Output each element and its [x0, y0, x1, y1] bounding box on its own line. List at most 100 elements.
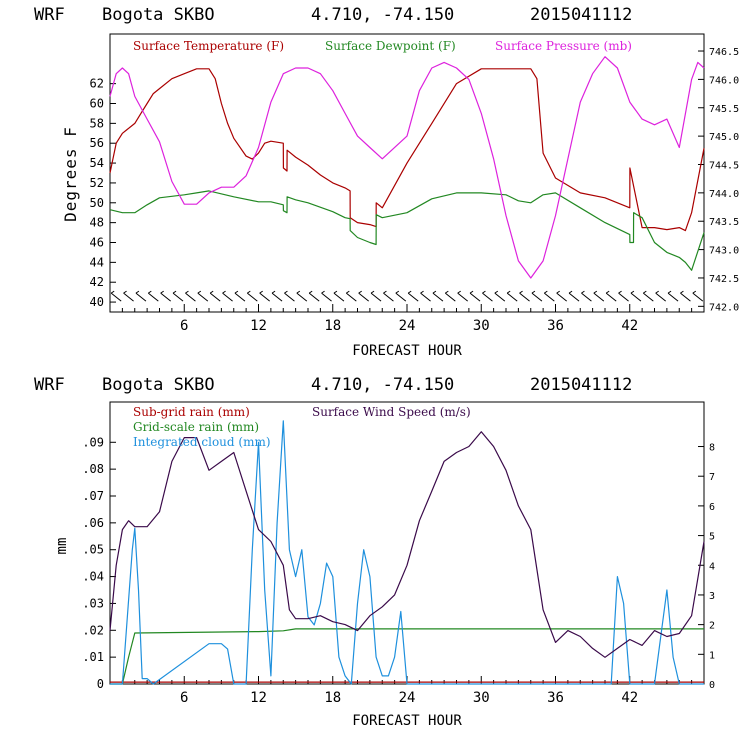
legend-surface-pressure: Surface Pressure (mb): [495, 39, 632, 53]
wind-barb-flag: [643, 290, 647, 294]
wind-barb: [160, 292, 171, 302]
wind-barb-flag: [655, 290, 659, 294]
y-tick-label: 46: [90, 236, 104, 250]
wind-barb-flag: [469, 290, 474, 294]
wind-barb: [531, 292, 543, 302]
wind-barb-flag: [506, 290, 511, 294]
legend-subgrid-rain: Sub-grid rain (mm): [133, 405, 250, 419]
wind-barb: [420, 292, 431, 302]
y2-tick-label: 4: [709, 561, 715, 572]
wind-barb-flag: [445, 290, 449, 294]
wind-barb: [593, 292, 605, 302]
wind-barb: [370, 292, 382, 302]
wind-barb: [284, 292, 295, 302]
wind-barb: [494, 292, 506, 302]
legend-gridscale-rain: Grid-scale rain (mm): [133, 420, 259, 434]
legend-surface-temperature: Surface Temperature (F): [133, 39, 284, 53]
wind-barb-flag: [247, 290, 251, 294]
y-tick-label: 42: [90, 275, 104, 289]
wind-barb: [148, 292, 159, 302]
series-line-surface-temperature-f: [109, 68, 705, 232]
wind-barb: [234, 292, 246, 302]
wind-barb-flag: [222, 290, 226, 294]
wind-barb-flag: [407, 290, 412, 294]
y-tick-label: 58: [90, 116, 104, 130]
wind-barb-flag: [593, 290, 598, 294]
wind-barb: [457, 292, 468, 302]
wind-barb-flag: [618, 290, 622, 294]
x-tick-label: 12: [250, 690, 267, 706]
wind-barb-flag: [209, 290, 214, 294]
legend-integrated-cloud: Integrated cloud (mm): [133, 435, 271, 449]
wind-barb: [630, 292, 642, 302]
y2-tick-label: 746.0: [709, 75, 739, 86]
y-tick-label: .04: [82, 570, 104, 584]
series-line-surface-wind-speed-m-s: [109, 431, 705, 658]
x-tick-label: 36: [547, 318, 564, 334]
bottom-header-model: WRF: [34, 375, 65, 395]
wind-barb: [395, 292, 407, 302]
y-tick-label: .03: [82, 596, 104, 610]
wind-barb-flag: [346, 290, 350, 294]
wind-barb: [568, 292, 580, 302]
wind-barb-flag: [630, 290, 635, 294]
y2-tick-label: 1: [709, 650, 715, 661]
y2-tick-label: 0: [709, 680, 715, 691]
y2-tick-label: 743.5: [709, 217, 739, 228]
wind-barb: [271, 292, 283, 302]
x-tick-label: 24: [399, 318, 416, 334]
wind-barb: [308, 292, 320, 302]
wind-barb: [197, 292, 209, 302]
wind-barb-flag: [383, 290, 387, 294]
wind-barb-flag: [271, 290, 276, 294]
wind-barb-flag: [482, 290, 486, 294]
top-left-axis: 40 42 44 46 48 50 52 54 56 58 60 62: [90, 77, 116, 309]
wind-barb-flag: [420, 290, 424, 294]
bottom-header-run: 2015041112: [530, 375, 632, 395]
wind-barb: [581, 292, 592, 302]
y-tick-label: .01: [82, 650, 104, 664]
top-right-axis: 742.0 742.5 743.0 743.5 744.0 744.5 745.0 745.5…: [698, 47, 739, 313]
y-tick-label: .07: [82, 489, 104, 503]
wind-barb: [185, 292, 196, 302]
wind-barb-flag: [531, 290, 536, 294]
wind-barb: [321, 292, 332, 302]
wind-barbs-row: [110, 290, 704, 302]
y2-tick-label: 742.5: [709, 274, 739, 285]
x-tick-label: 30: [473, 690, 490, 706]
bottom-chart-header: WRF Bogota SKBO 4.710, -74.150 201504111…: [34, 375, 632, 395]
wind-barb-flag: [148, 290, 152, 294]
bottom-header-station: Bogota SKBO: [102, 375, 215, 395]
wind-barb-flag: [519, 290, 523, 294]
y2-tick-label: 8: [709, 443, 715, 454]
wind-barb-flag: [432, 290, 437, 294]
wind-barb: [222, 292, 233, 302]
series-line-surface-dewpoint-f: [109, 190, 705, 271]
wind-barb: [556, 292, 567, 302]
x-tick-label: 18: [324, 318, 341, 334]
wind-barb: [655, 292, 666, 302]
x-tick-label: 30: [473, 318, 490, 334]
y2-tick-label: 745.0: [709, 132, 739, 143]
top-header-coords: 4.710, -74.150: [311, 5, 454, 25]
y-tick-label: 54: [90, 156, 104, 170]
y-tick-label: 60: [90, 97, 104, 111]
y-tick-label: 48: [90, 216, 104, 230]
wind-barb-flag: [358, 290, 362, 294]
top-header-station: Bogota SKBO: [102, 5, 215, 25]
y-tick-label: .05: [82, 543, 104, 557]
bottom-y-axis-label: mm: [54, 538, 70, 555]
bottom-series-group: [109, 420, 705, 685]
wind-barb-flag: [135, 290, 140, 294]
wind-barb: [680, 292, 691, 302]
wind-barb-flag: [667, 290, 672, 294]
wind-barb-flag: [544, 290, 548, 294]
top-chart-header: WRF Bogota SKBO 4.710, -74.150 201504111…: [34, 5, 632, 25]
wind-barb-flag: [395, 290, 400, 294]
wind-barb: [506, 292, 518, 302]
y2-tick-label: 742.0: [709, 302, 739, 313]
top-x-axis: 6 12 18 24 30 36 42: [121, 304, 693, 334]
x-tick-label: 12: [250, 318, 267, 334]
wind-barb: [445, 292, 456, 302]
